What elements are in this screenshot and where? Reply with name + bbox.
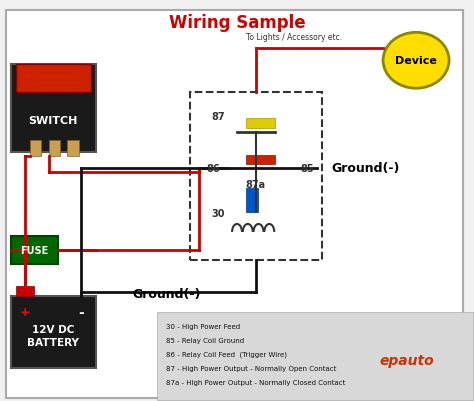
Text: 85: 85 [301,163,314,173]
Bar [11,65,96,153]
Text: FUSE: FUSE [20,245,48,255]
Text: SWITCH: SWITCH [28,116,78,126]
Bar [246,188,258,213]
Bar [190,93,322,260]
Text: 87: 87 [211,112,225,122]
Text: 87a: 87a [246,180,266,190]
Bar [30,141,41,157]
Bar [48,141,60,157]
Text: Ground(-): Ground(-) [331,162,400,175]
Text: 85 - Relay Coil Ground: 85 - Relay Coil Ground [166,337,245,343]
Text: Wiring Sample: Wiring Sample [169,14,305,32]
Bar [67,141,79,157]
Bar [11,296,96,368]
Bar [16,286,35,296]
Text: Ground(-): Ground(-) [132,288,201,301]
Text: Device: Device [395,56,437,66]
Circle shape [383,33,449,89]
Text: 86: 86 [207,163,220,173]
Bar [246,156,275,165]
Bar [246,119,275,129]
Text: epauto: epauto [379,353,434,367]
Text: To Lights / Accessory etc.: To Lights / Accessory etc. [246,33,343,42]
Text: 86 - Relay Coil Feed  (Trigger Wire): 86 - Relay Coil Feed (Trigger Wire) [166,350,287,357]
Text: 87 - High Power Output - Normally Open Contact: 87 - High Power Output - Normally Open C… [166,365,337,371]
Bar [11,236,58,264]
Text: +: + [19,306,30,318]
Text: 87a - High Power Output - Normally Closed Contact: 87a - High Power Output - Normally Close… [166,379,346,385]
Bar [16,65,91,93]
Bar [157,312,473,400]
Text: 12V DC
BATTERY: 12V DC BATTERY [27,324,79,348]
Text: -: - [79,305,84,319]
Text: 30: 30 [211,209,225,219]
Text: 30 - High Power Feed: 30 - High Power Feed [166,323,240,329]
